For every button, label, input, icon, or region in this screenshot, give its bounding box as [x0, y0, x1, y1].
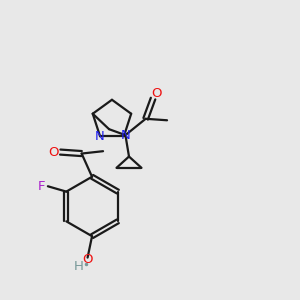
Text: N: N — [121, 129, 130, 142]
Text: N: N — [95, 130, 105, 143]
Text: O: O — [152, 87, 162, 100]
Text: O: O — [82, 253, 93, 266]
Text: H: H — [74, 260, 84, 273]
Text: O: O — [48, 146, 59, 159]
Text: F: F — [38, 180, 45, 193]
